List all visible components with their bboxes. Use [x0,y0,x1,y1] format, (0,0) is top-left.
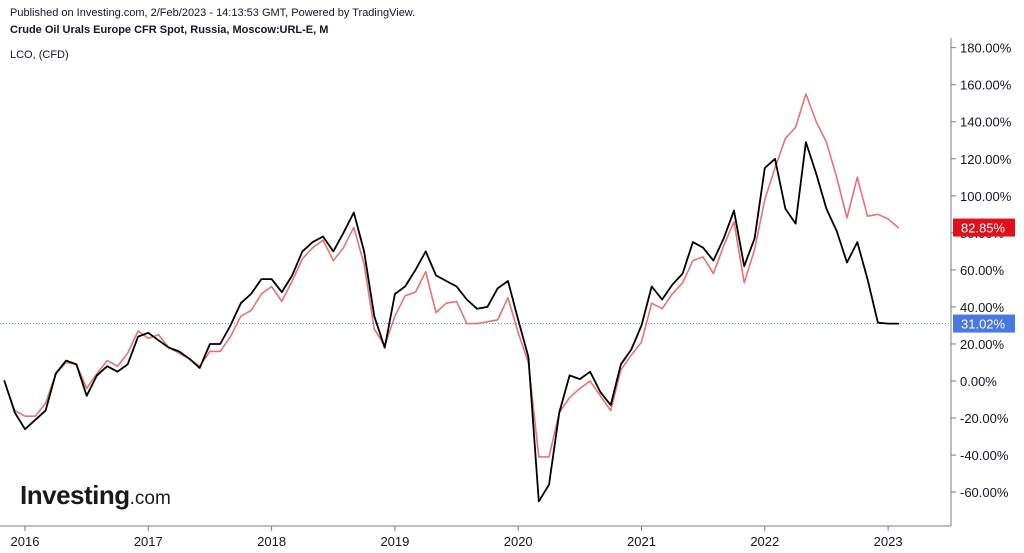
y-tick-label: 160.00% [960,78,1012,93]
published-note: Published on Investing.com, 2/Feb/2023 -… [10,7,416,19]
x-tick-label: 2018 [257,534,286,549]
x-tick-label: 2017 [134,534,163,549]
series-lines [3,93,900,503]
y-tick-label: 120.00% [960,152,1012,167]
x-tick-label: 2022 [750,534,779,549]
y-tick-label: 60.00% [960,263,1005,278]
lco-last-value-badge [953,218,1015,237]
x-tick-label: 2021 [627,534,656,549]
x-tick-label: 2019 [380,534,409,549]
axes: 180.00%160.00%140.00%120.00%100.00%80.00… [0,38,1012,549]
x-tick-label: 2020 [504,534,533,549]
y-tick-label: 40.00% [960,300,1005,315]
x-tick-label: 2023 [874,534,903,549]
y-tick-label: -60.00% [960,485,1009,500]
y-tick-label: 20.00% [960,337,1005,352]
y-tick-label: 100.00% [960,189,1012,204]
instrument-title: Crude Oil Urals Europe CFR Spot, Russia,… [10,24,329,36]
y-tick-label: -40.00% [960,448,1009,463]
urals-last-value-badge-text: 31.02% [961,317,1006,332]
logo-brand-text: Investing [20,480,130,510]
investing-logo: Investing.com [20,480,171,511]
y-tick-label: 180.00% [960,41,1012,56]
urals-last-value-badge [953,314,1015,333]
logo-domain-text: .com [129,488,171,509]
lco-last-value-badge-text: 82.85% [961,221,1006,236]
y-tick-label: 140.00% [960,115,1012,130]
urals-series-line [3,141,900,503]
last-value-badges: 82.85% 31.02% [953,218,1015,333]
x-tick-label: 2016 [11,534,40,549]
y-tick-label: -20.00% [960,411,1009,426]
y-tick-label: 0.00% [960,374,997,389]
compare-symbol-label: LCO, (CFD) [10,49,69,61]
lco-series-line [3,93,900,458]
